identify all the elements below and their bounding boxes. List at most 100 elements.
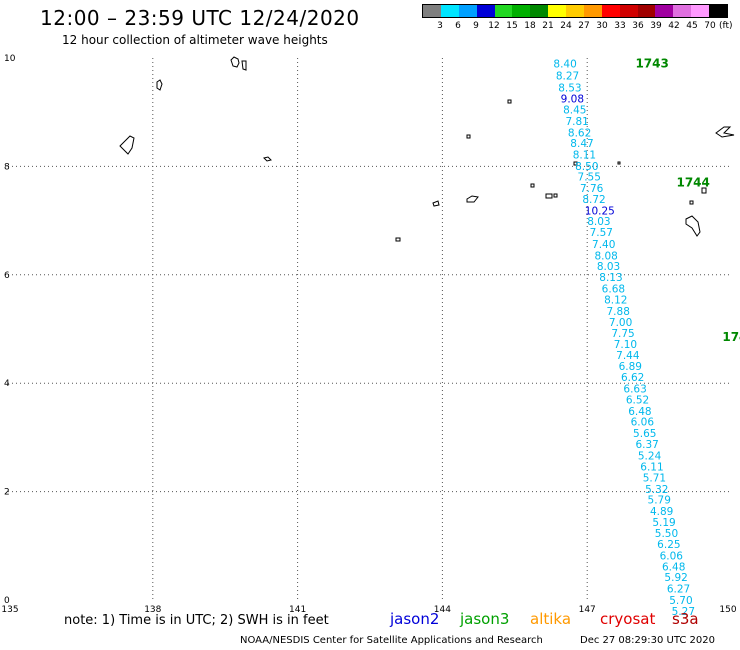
altimeter-track: 8.408.278.539.088.457.818.628.478.118.50…: [553, 58, 695, 617]
legend-tick-label: 27: [578, 21, 590, 31]
swh-observation-label: 7.10: [614, 339, 637, 351]
swh-observation-label: 6.62: [621, 372, 644, 384]
legend-swatch: [691, 5, 709, 17]
swh-observation-label: 8.40: [553, 58, 576, 70]
swh-observation-label: 5.27: [672, 606, 695, 618]
legend-tick-label: 24: [560, 21, 572, 31]
legend-tick-label: 42: [668, 21, 680, 31]
map-title: 12:00 – 23:59 UTC 12/24/2020: [40, 6, 360, 30]
satellite-legend-jason3: jason3: [460, 610, 510, 628]
swh-observation-label: 7.75: [611, 328, 634, 340]
legend-swatch: [494, 5, 513, 17]
swh-observation-label: 6.25: [657, 539, 680, 551]
swh-observation-label: 7.55: [578, 172, 601, 184]
swh-observation-label: 8.27: [556, 70, 579, 82]
legend-tick-label: 30: [596, 21, 608, 31]
swh-observation-label: 7.76: [580, 183, 604, 195]
latitude-tick-label: 4: [4, 379, 10, 389]
legend-swatch: [601, 5, 620, 17]
swh-observation-label: 6.06: [631, 417, 655, 429]
lat-lon-grid: [8, 58, 732, 600]
swh-observation-label: 7.81: [565, 116, 588, 128]
footer-timestamp: Dec 27 08:29:30 UTC 2020: [580, 635, 715, 646]
swh-observation-label: 6.68: [602, 283, 625, 295]
legend-tick-label: 45: [686, 21, 698, 31]
legend-tick-label: 18: [524, 21, 536, 31]
legend-tick-label: 6: [455, 21, 461, 31]
swh-observation-label: 5.50: [655, 528, 678, 540]
longitude-tick-label: 141: [289, 605, 306, 615]
swh-observation-label: 7.40: [592, 239, 615, 251]
legend-tick-label: 70: [704, 21, 716, 31]
legend-swatch: [548, 5, 566, 17]
swh-observation-label: 7.88: [607, 306, 630, 318]
map-subtitle: 12 hour collection of altimeter wave hei…: [62, 33, 328, 47]
swh-observation-label: 6.48: [628, 406, 651, 418]
legend-swatch: [566, 5, 584, 17]
swh-observation-label: 8.08: [594, 250, 617, 262]
legend-swatch: [619, 5, 638, 17]
latitude-tick-label: 10: [4, 54, 16, 64]
track-time-labels: 174317441745174: [635, 56, 740, 344]
swh-observation-label: 5.70: [669, 595, 692, 607]
swh-observation-label: 7.44: [616, 350, 640, 362]
longitude-tick-label: 147: [579, 605, 596, 615]
satellite-legend-cryosat: cryosat: [600, 610, 656, 628]
swh-observation-label: 6.06: [660, 551, 684, 563]
swh-observation-label: 8.50: [575, 161, 598, 173]
color-legend-unit: (ft): [719, 21, 733, 31]
legend-tick-label: 3: [437, 21, 443, 31]
coastlines: [119, 56, 735, 242]
swh-observation-label: 8.11: [573, 149, 596, 161]
island-outline: [432, 200, 440, 207]
longitude-tick-label: 138: [144, 605, 161, 615]
legend-swatch: [655, 5, 674, 17]
swh-observation-label: 4.89: [650, 506, 673, 518]
satellite-legend-s3a: s3a: [672, 610, 699, 628]
swh-observation-label: 6.52: [626, 394, 649, 406]
footnote: note: 1) Time is in UTC; 2) SWH is in fe…: [64, 613, 329, 628]
footer-credit: NOAA/NESDIS Center for Satellite Applica…: [240, 635, 543, 646]
legend-swatch: [583, 5, 602, 17]
legend-swatch: [440, 5, 459, 17]
island-outline: [507, 99, 512, 104]
island-outline: [715, 126, 735, 138]
island-outline: [466, 134, 471, 139]
longitude-tick-label: 135: [1, 605, 18, 615]
legend-swatch: [476, 5, 495, 17]
swh-observation-label: 8.12: [604, 295, 627, 307]
legend-tick-label: 12: [488, 21, 500, 31]
swh-observation-label: 9.08: [561, 94, 584, 106]
swh-observation-label: 7.00: [609, 317, 632, 329]
island-outline: [530, 183, 558, 199]
satellite-legend-altika: altika: [530, 610, 572, 628]
legend-tick-label: 33: [614, 21, 626, 31]
island-outline: [466, 195, 479, 203]
swh-observation-label: 8.72: [582, 194, 605, 206]
island-outline: [119, 135, 135, 155]
swh-observation-label: 5.32: [645, 484, 668, 496]
swh-observation-label: 5.24: [638, 450, 662, 462]
swh-observation-label: 8.45: [563, 104, 586, 116]
legend-tick-label: 9: [473, 21, 479, 31]
legend-swatch: [530, 5, 549, 17]
longitude-tick-label: 144: [434, 605, 451, 615]
swh-observation-label: 7.57: [590, 227, 613, 239]
satellite-legend-jason2: jason2: [390, 610, 440, 628]
legend-swatch: [673, 5, 692, 17]
swh-observation-label: 5.19: [652, 517, 675, 529]
legend-tick-label: 39: [650, 21, 662, 31]
legend-swatch: [637, 5, 656, 17]
color-legend-bar: [422, 4, 728, 18]
latitude-tick-label: 0: [4, 596, 10, 606]
swh-observation-label: 6.37: [635, 439, 658, 451]
legend-tick-label: 21: [542, 21, 554, 31]
island-outline: [685, 187, 707, 237]
swh-observation-label: 6.63: [623, 384, 646, 396]
legend-swatch: [512, 5, 531, 17]
latitude-tick-label: 6: [4, 271, 10, 281]
swh-observation-label: 6.89: [619, 361, 642, 373]
swh-observation-label: 5.71: [643, 473, 666, 485]
legend-swatch: [423, 5, 441, 17]
track-time-label: 1745: [722, 330, 740, 344]
